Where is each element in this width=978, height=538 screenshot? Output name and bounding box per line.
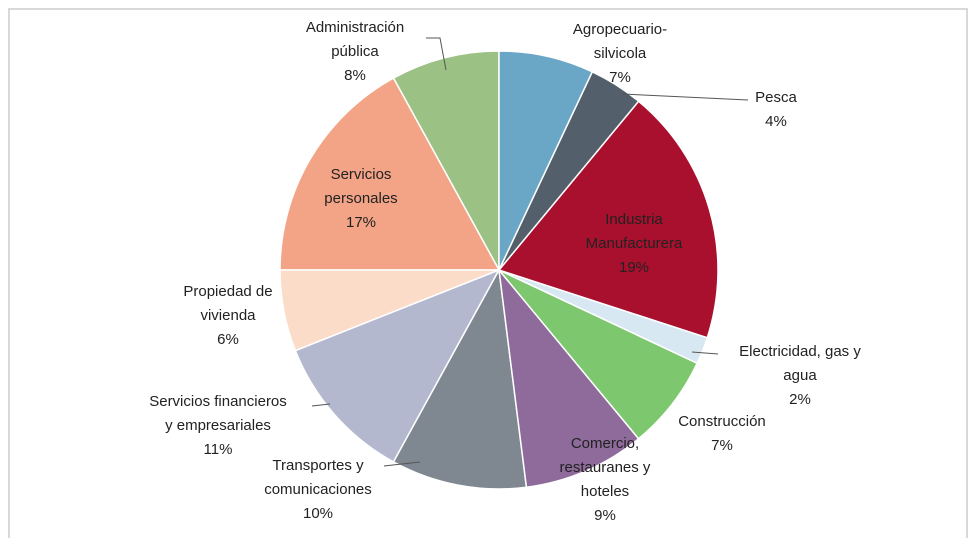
category-label: Comercio, restauranes y hoteles [559, 435, 651, 500]
category-label: Industria Manufacturera [585, 211, 683, 252]
value-label: 7% [711, 437, 733, 454]
category-label: Transportes y comunicaciones [264, 457, 372, 498]
slice-label: Electricidad, gas y agua 2% [739, 340, 861, 412]
value-label: 6% [217, 331, 239, 348]
leader-line [383, 461, 421, 467]
category-label: Administración pública [305, 19, 405, 60]
leader-line [621, 93, 749, 101]
pie-slice [294, 268, 501, 463]
category-label: Agropecuario- silvicola [572, 21, 668, 62]
category-label: Pesca [755, 89, 797, 106]
value-label: 19% [618, 259, 650, 276]
slice-label: Administración pública 8% [306, 16, 404, 88]
category-label: Electricidad, gas y agua [739, 343, 861, 384]
slice-label: Comercio, restauranes y hoteles 9% [560, 432, 651, 528]
slice-label: Servicios personales 17% [324, 163, 397, 235]
value-label: 7% [609, 69, 631, 86]
slice-label: Construcción 7% [678, 410, 766, 458]
value-label: 8% [344, 67, 366, 84]
category-label: Servicios financieros y empresariales [149, 393, 287, 434]
slice-label: Agropecuario- silvicola 7% [573, 18, 667, 90]
value-label: 4% [765, 113, 787, 130]
category-label: Construcción [678, 413, 766, 430]
slice-label: Servicios financieros y empresariales 11% [149, 390, 287, 462]
leader-line [691, 351, 719, 355]
value-label: 11% [203, 441, 233, 458]
value-label: 17% [345, 214, 377, 231]
pie-slice [392, 50, 500, 271]
leader-line [426, 37, 447, 71]
category-label: Propiedad de vivienda [183, 283, 273, 324]
value-label: 9% [594, 507, 616, 524]
slice-label: Propiedad de vivienda 6% [183, 280, 272, 352]
pie-slice [498, 50, 594, 271]
slice-label: Transportes y comunicaciones 10% [264, 454, 372, 526]
chart-frame [8, 8, 968, 538]
pie-slice [279, 77, 501, 271]
leader-lines [311, 37, 749, 467]
value-label: 2% [789, 391, 811, 408]
slice-label: Industria Manufacturera 19% [586, 208, 683, 280]
category-label: Servicios personales [324, 166, 398, 207]
pie-slice [497, 100, 719, 339]
leader-line [311, 403, 331, 407]
pie-slice [497, 267, 640, 489]
pie-slice [392, 267, 528, 490]
value-label: 10% [302, 505, 334, 522]
slice-label: Pesca 4% [755, 86, 797, 134]
